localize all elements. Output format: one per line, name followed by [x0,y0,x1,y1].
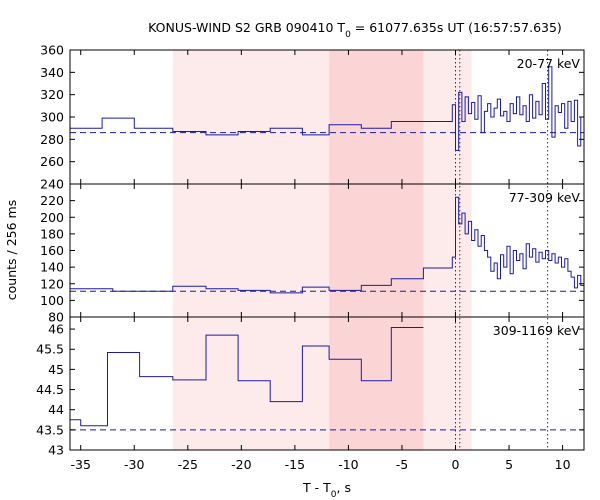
panel-2-y-tick-label: 200 [40,210,64,225]
panel-2-y-tick-label: 140 [40,260,64,275]
count-rate-histograms [70,66,584,427]
x-tick-label: -15 [285,457,305,472]
panel-3-y-tick-label: 45.5 [36,342,64,357]
panel-1-count-histogram [70,66,584,151]
x-tick-label: -30 [124,457,144,472]
panel-2-y-tick-label: 220 [40,193,64,208]
panel-1-y-tick-label: 320 [40,87,64,102]
axis-tick-labels: 2402602803003203403608010012014016018020… [36,43,570,473]
panel-1-y-tick-label: 360 [40,43,64,58]
panel-1-y-tick-label: 300 [40,110,64,125]
panel-2-y-tick-label: 100 [40,293,64,308]
x-tick-label: 0 [452,457,460,472]
y-axis-label: counts / 256 ms [4,200,19,300]
panel-3-y-tick-label: 44 [48,402,64,417]
panel-1-y-tick-label: 260 [40,154,64,169]
panel-3-y-tick-label: 44.5 [36,382,64,397]
panel-3-energy-label: 309-1169 keV [493,323,581,338]
chart-title: KONUS-WIND S2 GRB 090410 T0 = 61077.635s… [148,20,562,40]
axis-ticks [70,49,584,451]
x-tick-label: -10 [338,457,358,472]
x-tick-label: -35 [70,457,90,472]
x-axis-label: T - T0, s [302,480,351,500]
panel-2-y-tick-label: 120 [40,276,64,291]
panel-3-y-tick-label: 45 [48,362,64,377]
x-tick-label: -25 [178,457,198,472]
panel-2-count-histogram [70,196,584,294]
panel-3-y-tick-label: 43 [48,443,64,458]
x-tick-label: -20 [231,457,251,472]
panel-2-y-tick-label: 180 [40,226,64,241]
panel-3-y-tick-label: 43.5 [36,422,64,437]
x-tick-label: 5 [505,457,513,472]
panel-3-count-histogram [70,327,424,427]
panel-3-y-tick-label: 46 [48,322,64,337]
x-tick-label: -5 [396,457,408,472]
energy-band-labels: 20-77 keV 77-309 keV 309-1169 keV [493,56,581,338]
panel-2-y-tick-label: 80 [48,310,64,325]
panel-2-y-tick-label: 160 [40,243,64,258]
panel-1-y-tick-label: 280 [40,132,64,147]
x-tick-label: 10 [555,457,571,472]
panel-1-y-tick-label: 240 [40,177,64,192]
shaded-interval-1 [172,50,472,450]
panel-2-energy-label: 77-309 keV [509,190,581,205]
panel-1-energy-label: 20-77 keV [517,56,581,71]
panel-1-y-tick-label: 340 [40,65,64,80]
shaded-intervals [172,50,472,450]
shaded-interval-2 [329,50,424,450]
panel-3-frame [69,316,585,451]
